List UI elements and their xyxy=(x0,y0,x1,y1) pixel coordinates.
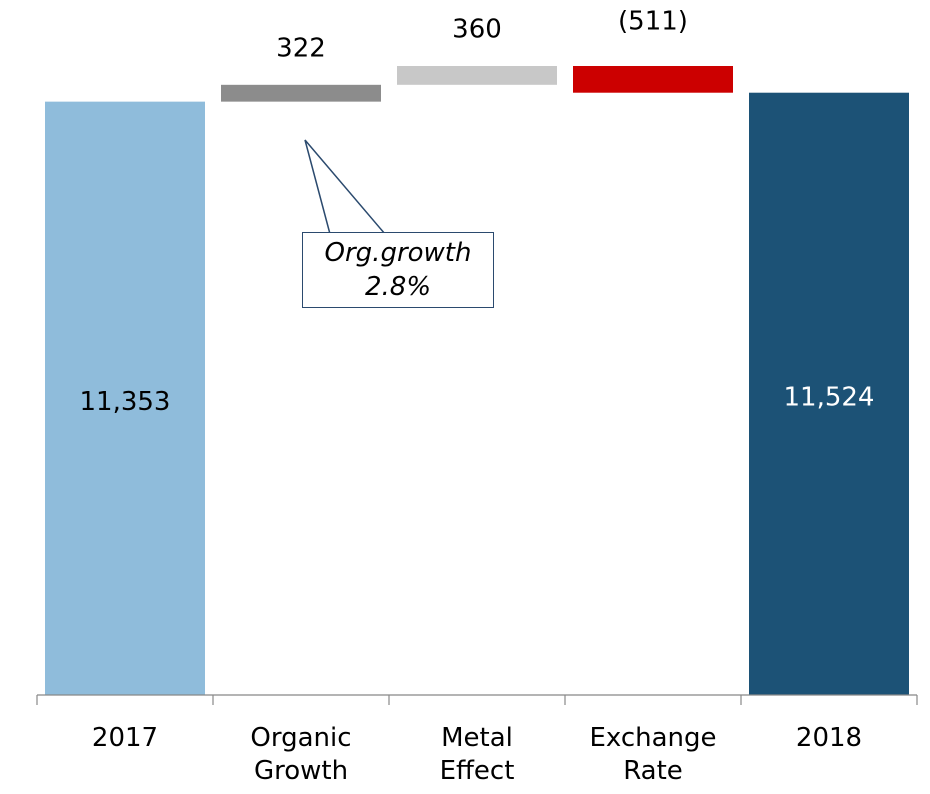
x-tick-label: Metal Effect xyxy=(439,723,515,786)
bar xyxy=(573,66,733,93)
bar xyxy=(221,84,381,102)
x-tick-label: Organic Growth xyxy=(250,723,352,786)
bar xyxy=(749,92,909,695)
x-tick-label: 2018 xyxy=(795,723,863,753)
x-tick-label: Exchange Rate xyxy=(589,723,717,786)
x-tick-label: 2017 xyxy=(91,723,159,753)
value-label: 360 xyxy=(452,15,502,45)
bar xyxy=(45,101,205,695)
value-label: 11,353 xyxy=(80,387,171,417)
callout-pointer xyxy=(304,139,387,235)
value-label: (511) xyxy=(618,7,688,37)
value-label: 11,524 xyxy=(784,382,875,412)
bar xyxy=(397,66,557,85)
value-label: 322 xyxy=(276,33,326,63)
annotation: Org.growth 2.8% xyxy=(302,232,494,308)
